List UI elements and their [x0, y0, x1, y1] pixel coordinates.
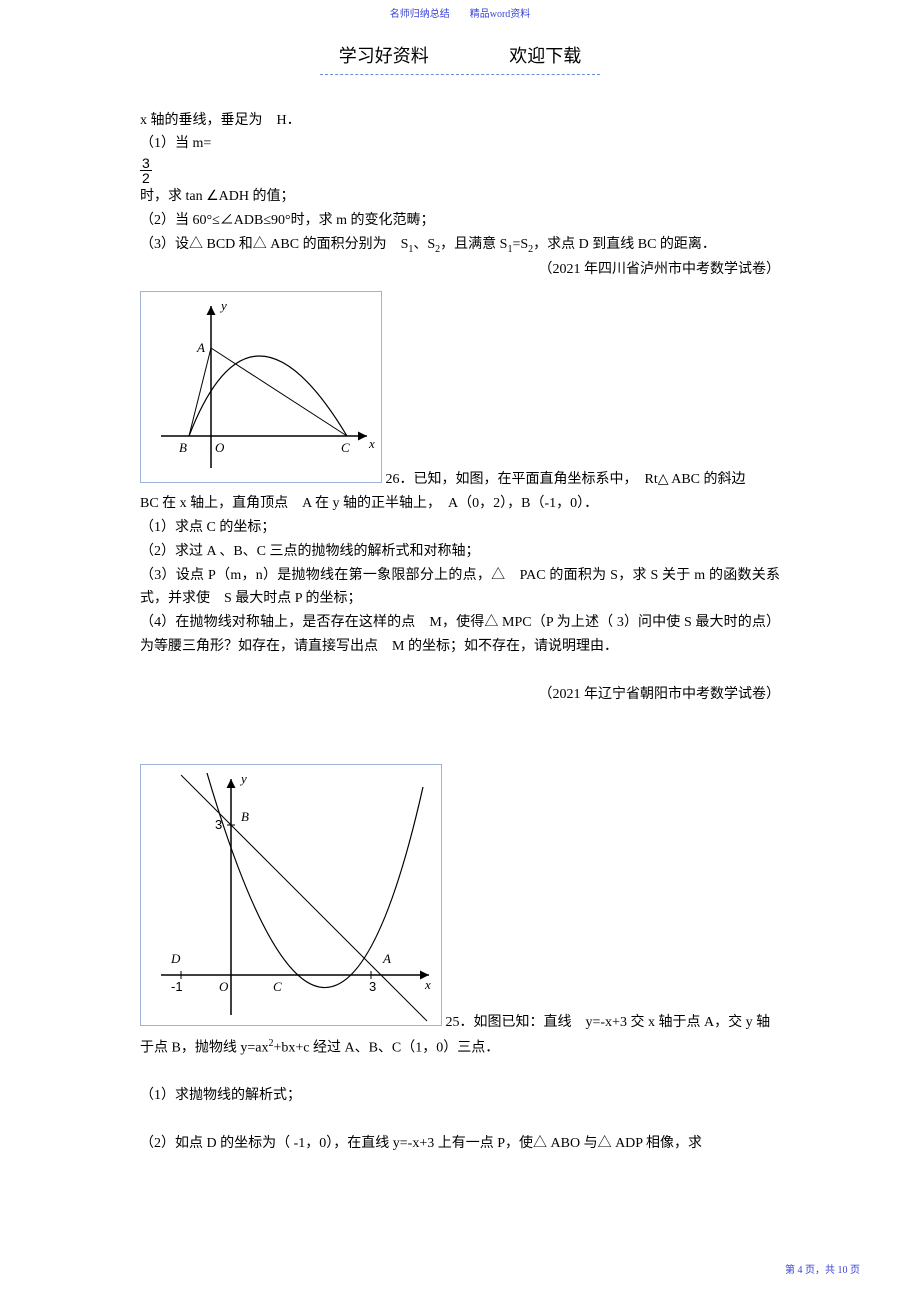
text-line: （2）如点 D 的坐标为（ -1，0），在直线 y=-x+3 上有一点 P，使△…: [140, 1132, 780, 1156]
fig2-svg: OxyD-13BC3A: [140, 764, 442, 1026]
svg-text:C: C: [341, 440, 350, 455]
header-right: 欢迎下载: [509, 41, 581, 72]
text-line: （2）求过 A 、B、C 三点的抛物线的解析式和对称轴；: [140, 540, 780, 564]
svg-text:y: y: [239, 771, 247, 786]
frac-num: 3: [140, 156, 152, 171]
svg-text:y: y: [219, 298, 227, 313]
svg-text:3: 3: [369, 979, 376, 994]
figure-1: Ox y A B C: [140, 291, 382, 492]
frac-den: 2: [140, 171, 152, 185]
text-line: （2）当 60°≤∠ADB≤90°时，求 m 的变化范畴；: [140, 209, 780, 233]
text-line: x 轴的垂线，垂足为 H．: [140, 109, 780, 133]
text-line: BC 在 x 轴上，直角顶点 A 在 y 轴的正半轴上， A（0，2），B（-1…: [140, 492, 780, 516]
text-after-fig2: 25．如图已知：直线 y=-x+3 交 x 轴于点 A，交 y 轴: [446, 1015, 771, 1030]
svg-text:D: D: [170, 951, 181, 966]
text-line: （1）当 m=: [140, 132, 780, 156]
figure-2: OxyD-13BC3A: [140, 764, 442, 1035]
svg-text:x: x: [368, 436, 375, 451]
fig1-svg: Ox y A B C: [140, 291, 382, 483]
t: ，求点 D 到直线 BC 的距离．: [533, 237, 716, 252]
fraction: 3 2: [140, 156, 152, 185]
svg-text:A: A: [196, 340, 205, 355]
figure-row: Ox y A B C 26．已知，如图，在平面直角坐标系中， Rt△ ABC 的斜边: [140, 291, 780, 492]
svg-text:C: C: [273, 979, 282, 994]
svg-text:x: x: [424, 977, 431, 992]
svg-text:O: O: [219, 979, 229, 994]
svg-text:B: B: [179, 440, 187, 455]
header-left: 学习好资料: [339, 41, 429, 72]
text-line: 时，求 tan ∠ADH 的值；: [140, 185, 780, 209]
t: 、S: [413, 237, 435, 252]
t: =S: [512, 237, 528, 252]
source-line: （2021 年四川省泸州市中考数学试卷）: [140, 258, 780, 282]
source-line: （2021 年辽宁省朝阳市中考数学试卷）: [140, 683, 780, 707]
t: （3）设△ BCD 和△ ABC 的面积分别为 S: [140, 237, 408, 252]
content: x 轴的垂线，垂足为 H． （1）当 m= 3 2 时，求 tan ∠ADH 的…: [0, 75, 920, 1156]
svg-text:A: A: [382, 951, 391, 966]
text-line: （1）求抛物线的解析式；: [140, 1084, 780, 1108]
top-note: 名师归纳总结 精品word资料: [0, 0, 920, 23]
t: +bx+c 经过 A、B、C（1，0）三点．: [273, 1040, 499, 1055]
text-after-fig1: 26．已知，如图，在平面直角坐标系中， Rt△ ABC 的斜边: [386, 472, 746, 487]
text-line: （3）设△ BCD 和△ ABC 的面积分别为 S1、S2，且满意 S1=S2，…: [140, 233, 780, 258]
text-line: （1）求点 C 的坐标；: [140, 516, 780, 540]
figure-row: OxyD-13BC3A 25．如图已知：直线 y=-x+3 交 x 轴于点 A，…: [140, 764, 780, 1035]
svg-text:-1: -1: [171, 979, 183, 994]
t: ，且满意 S: [440, 237, 507, 252]
svg-text:B: B: [241, 809, 249, 824]
svg-text:3: 3: [215, 817, 222, 832]
text-line: （3）设点 P（m，n）是抛物线在第一象限部分上的点，△ PAC 的面积为 S，…: [140, 564, 780, 612]
text-line: 于点 B，抛物线 y=ax2+bx+c 经过 A、B、C（1，0）三点．: [140, 1035, 780, 1060]
text-line: （4）在抛物线对称轴上，是否存在这样的点 M，使得△ MPC（P 为上述（ 3）…: [140, 611, 780, 659]
svg-text:O: O: [215, 440, 225, 455]
page-header: 学习好资料 欢迎下载: [0, 41, 920, 75]
t: 于点 B，抛物线 y=ax: [140, 1040, 268, 1055]
page-footer: 第 4 页，共 10 页: [785, 1262, 860, 1279]
